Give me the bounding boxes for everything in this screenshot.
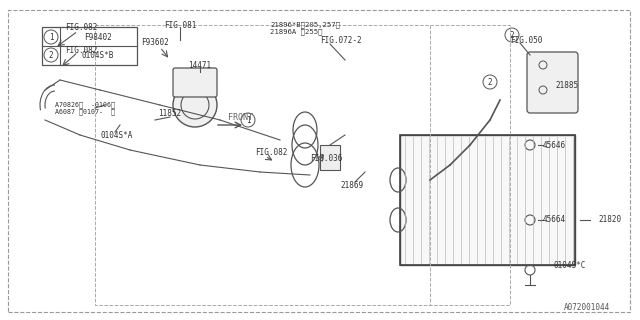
Circle shape <box>173 83 217 127</box>
Text: A6087 〈0107-  〉: A6087 〈0107- 〉 <box>55 109 115 115</box>
Text: 2: 2 <box>49 51 53 60</box>
Text: FIG.081: FIG.081 <box>164 20 196 29</box>
Text: FIG.082: FIG.082 <box>65 45 97 54</box>
Circle shape <box>505 28 519 42</box>
Bar <box>400 135 575 265</box>
Text: 21885: 21885 <box>555 81 578 90</box>
Text: 21820: 21820 <box>598 215 621 225</box>
Bar <box>400 135 575 265</box>
Text: 1: 1 <box>246 116 250 124</box>
FancyBboxPatch shape <box>173 68 217 97</box>
Text: 21869: 21869 <box>340 180 363 189</box>
Text: FIG.072-2: FIG.072-2 <box>320 36 362 44</box>
Text: F98402: F98402 <box>84 33 112 42</box>
Text: 2: 2 <box>488 77 492 86</box>
Text: 45664: 45664 <box>543 215 566 225</box>
Text: FIG.036: FIG.036 <box>310 154 342 163</box>
Text: 11852: 11852 <box>159 108 182 117</box>
Circle shape <box>241 113 255 127</box>
Text: FIG.050: FIG.050 <box>510 36 542 44</box>
Text: 2: 2 <box>509 30 515 39</box>
Text: 0104S*A: 0104S*A <box>100 131 132 140</box>
Text: A072001044: A072001044 <box>564 303 610 312</box>
Bar <box>42 27 137 65</box>
Bar <box>320 145 340 170</box>
Text: FIG.082: FIG.082 <box>255 148 287 156</box>
Text: 0104S*B: 0104S*B <box>82 51 114 60</box>
Circle shape <box>483 75 497 89</box>
Text: F93602: F93602 <box>141 37 169 46</box>
Text: A70826〈  -0106〉: A70826〈 -0106〉 <box>55 102 115 108</box>
Text: 1: 1 <box>49 33 53 42</box>
Text: 21896*B〈205,257〉: 21896*B〈205,257〉 <box>270 22 340 28</box>
Text: 45646: 45646 <box>543 140 566 149</box>
Text: 14471: 14471 <box>188 60 212 69</box>
FancyBboxPatch shape <box>527 52 578 113</box>
Text: 0104S*C: 0104S*C <box>553 260 586 269</box>
Text: FRONT: FRONT <box>227 113 253 122</box>
Text: FIG.082: FIG.082 <box>65 22 97 31</box>
Text: 21896A 〈255〉: 21896A 〈255〉 <box>270 29 323 35</box>
